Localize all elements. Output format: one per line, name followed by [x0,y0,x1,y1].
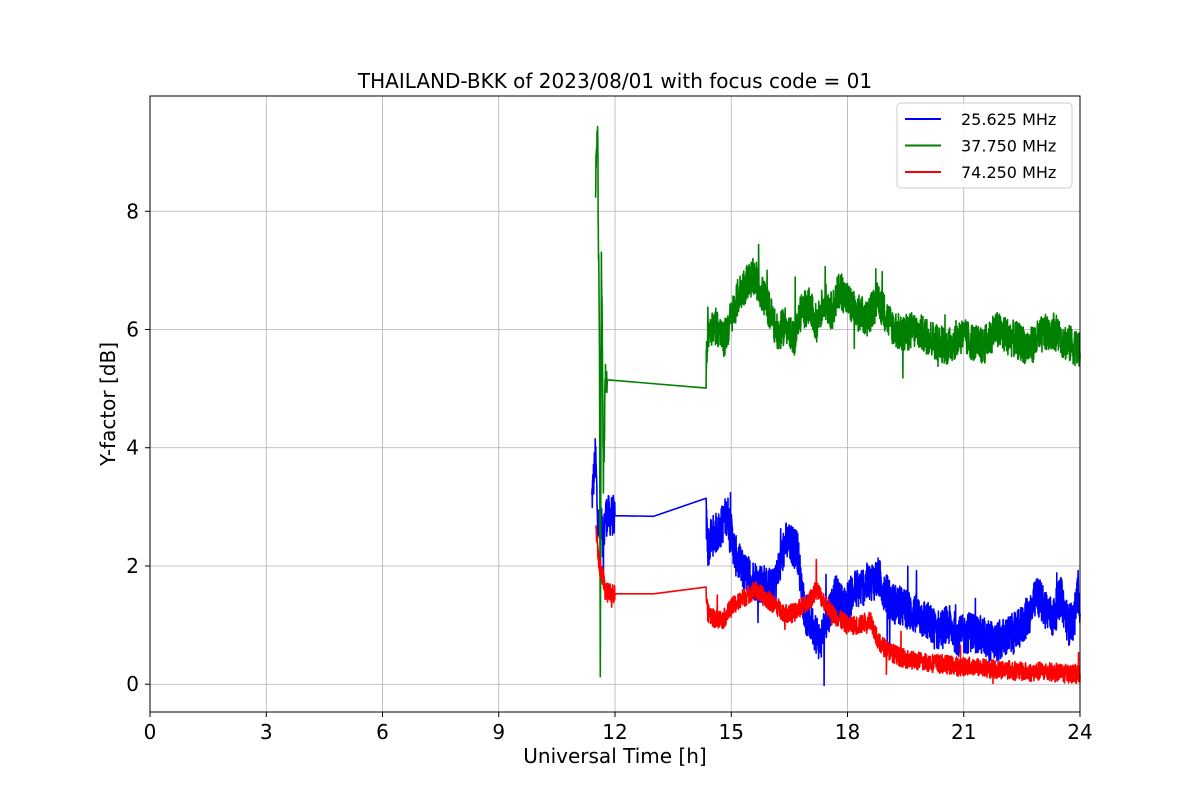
chart-title: THAILAND-BKK of 2023/08/01 with focus co… [357,69,872,93]
legend-label: 74.250 MHz [961,163,1056,182]
x-axis: 0 3 6 9 12 15 18 21 24 [144,712,1093,744]
legend-label: 25.625 MHz [961,110,1056,129]
x-tick-label: 9 [492,720,505,744]
y-axis-label: Y-factor [dB] [96,342,120,467]
x-tick-label: 0 [144,720,157,744]
series-line-1 [591,438,1081,687]
series-layer [591,125,1081,687]
x-axis-label: Universal Time [h] [523,744,706,768]
x-tick-label: 12 [602,720,627,744]
series-line-3 [594,525,1081,685]
x-tick-label: 6 [376,720,389,744]
y-tick-label: 8 [126,199,139,223]
x-tick-label: 15 [719,720,744,744]
y-tick-label: 0 [126,672,139,696]
series-line-2 [594,125,1081,678]
x-tick-label: 3 [260,720,273,744]
y-axis: 0 2 4 6 8 [126,199,150,696]
legend-label: 37.750 MHz [961,137,1056,156]
x-tick-label: 24 [1067,720,1092,744]
x-tick-label: 18 [835,720,860,744]
y-tick-label: 2 [126,554,139,578]
y-tick-label: 4 [126,436,139,460]
legend-box [896,102,1073,189]
legend: 25.625 MHz 37.750 MHz 74.250 MHz [896,102,1073,189]
x-tick-label: 21 [951,720,976,744]
y-tick-label: 6 [126,318,139,342]
